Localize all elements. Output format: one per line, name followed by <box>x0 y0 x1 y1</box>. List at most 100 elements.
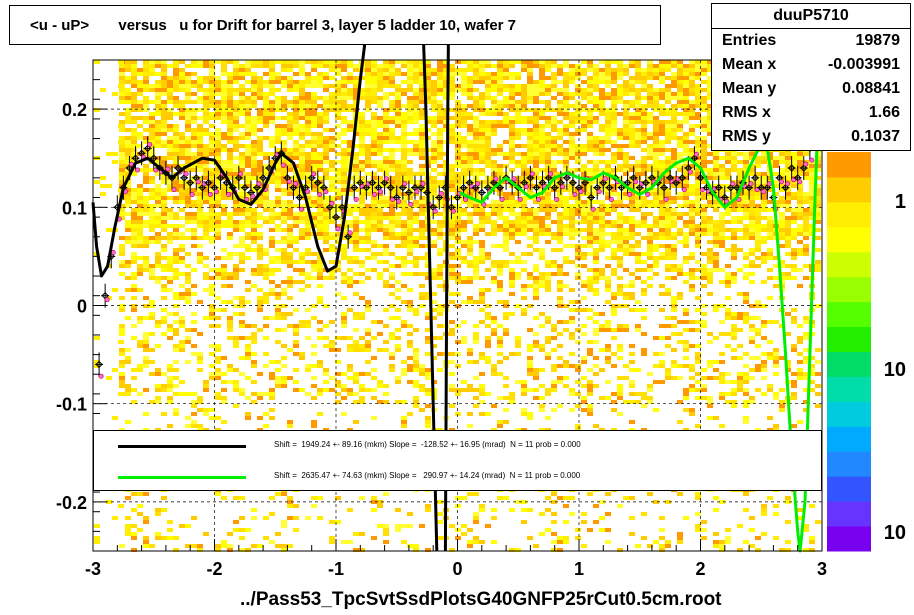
heatmap-cell <box>383 172 389 176</box>
heatmap-cell <box>161 116 167 120</box>
heatmap-cell <box>539 160 545 164</box>
heatmap-cell <box>131 232 137 236</box>
heatmap-cell <box>455 364 461 368</box>
heatmap-cell <box>365 248 371 252</box>
heatmap-cell <box>443 60 449 64</box>
heatmap-cell <box>167 124 173 128</box>
heatmap-cell <box>605 284 611 288</box>
heatmap-cell <box>563 260 569 264</box>
heatmap-cell <box>167 268 173 272</box>
heatmap-cell <box>437 92 443 96</box>
heatmap-cell <box>419 296 425 300</box>
heatmap-cell <box>137 212 143 216</box>
heatmap-cell <box>581 296 587 300</box>
heatmap-cell <box>353 236 359 240</box>
heatmap-cell <box>233 100 239 104</box>
heatmap-cell <box>281 208 287 212</box>
heatmap-cell <box>287 264 293 268</box>
heatmap-cell <box>599 168 605 172</box>
heatmap-cell <box>587 204 593 208</box>
heatmap-cell <box>641 392 647 396</box>
heatmap-cell <box>407 160 413 164</box>
heatmap-cell <box>293 128 299 132</box>
heatmap-cell <box>395 164 401 168</box>
heatmap-cell <box>251 364 257 368</box>
heatmap-cell <box>605 76 611 80</box>
heatmap-cell <box>281 248 287 252</box>
heatmap-cell <box>515 256 521 260</box>
heatmap-cell <box>587 180 593 184</box>
heatmap-cell <box>353 144 359 148</box>
heatmap-cell <box>359 176 365 180</box>
heatmap-cell <box>617 244 623 248</box>
heatmap-cell <box>587 232 593 236</box>
heatmap-cell <box>227 284 233 288</box>
heatmap-cell <box>155 204 161 208</box>
heatmap-cell <box>341 176 347 180</box>
heatmap-cell <box>251 352 257 356</box>
heatmap-cell <box>209 196 215 200</box>
heatmap-cell <box>437 368 443 372</box>
heatmap-cell <box>545 352 551 356</box>
heatmap-cell <box>521 64 527 68</box>
heatmap-cell <box>269 316 275 320</box>
heatmap-cell <box>623 292 629 296</box>
heatmap-cell <box>149 136 155 140</box>
heatmap-cell <box>215 232 221 236</box>
heatmap-cell <box>203 108 209 112</box>
heatmap-cell <box>419 304 425 308</box>
heatmap-cell <box>365 100 371 104</box>
heatmap-cell <box>635 80 641 84</box>
heatmap-cell <box>593 236 599 240</box>
heatmap-cell <box>125 172 131 176</box>
heatmap-cell <box>527 116 533 120</box>
heatmap-cell <box>167 324 173 328</box>
heatmap-cell <box>245 152 251 156</box>
heatmap-cell <box>455 388 461 392</box>
heatmap-cell <box>575 328 581 332</box>
heatmap-cell <box>581 188 587 192</box>
heatmap-cell <box>371 80 377 84</box>
heatmap-cell <box>359 532 365 536</box>
heatmap-cell <box>449 76 455 80</box>
heatmap-cell <box>431 300 437 304</box>
heatmap-cell <box>251 188 257 192</box>
heatmap-cell <box>581 360 587 364</box>
heatmap-cell <box>515 136 521 140</box>
heatmap-cell <box>197 196 203 200</box>
heatmap-cell <box>629 104 635 108</box>
heatmap-cell <box>215 108 221 112</box>
heatmap-cell <box>569 124 575 128</box>
heatmap-cell <box>479 160 485 164</box>
heatmap-cell <box>173 536 179 540</box>
heatmap-cell <box>317 268 323 272</box>
heatmap-cell <box>539 404 545 408</box>
heatmap-cell <box>239 84 245 88</box>
heatmap-cell <box>503 316 509 320</box>
heatmap-cell <box>377 152 383 156</box>
heatmap-cell <box>383 260 389 264</box>
heatmap-cell <box>527 536 533 540</box>
heatmap-cell <box>227 336 233 340</box>
heatmap-cell <box>407 356 413 360</box>
heatmap-cell <box>473 256 479 260</box>
heatmap-cell <box>617 236 623 240</box>
heatmap-cell <box>485 92 491 96</box>
heatmap-cell <box>287 100 293 104</box>
heatmap-cell <box>437 276 443 280</box>
heatmap-cell <box>635 132 641 136</box>
heatmap-cell <box>509 200 515 204</box>
heatmap-cell <box>479 144 485 148</box>
heatmap-cell <box>461 244 467 248</box>
heatmap-cell <box>353 84 359 88</box>
heatmap-cell <box>431 92 437 96</box>
heatmap-cell <box>371 64 377 68</box>
heatmap-cell <box>167 100 173 104</box>
heatmap-cell <box>125 524 131 528</box>
heatmap-cell <box>377 204 383 208</box>
heatmap-cell <box>365 372 371 376</box>
heatmap-cell <box>413 96 419 100</box>
heatmap-cell <box>455 84 461 88</box>
heatmap-cell <box>491 112 497 116</box>
heatmap-cell <box>437 68 443 72</box>
